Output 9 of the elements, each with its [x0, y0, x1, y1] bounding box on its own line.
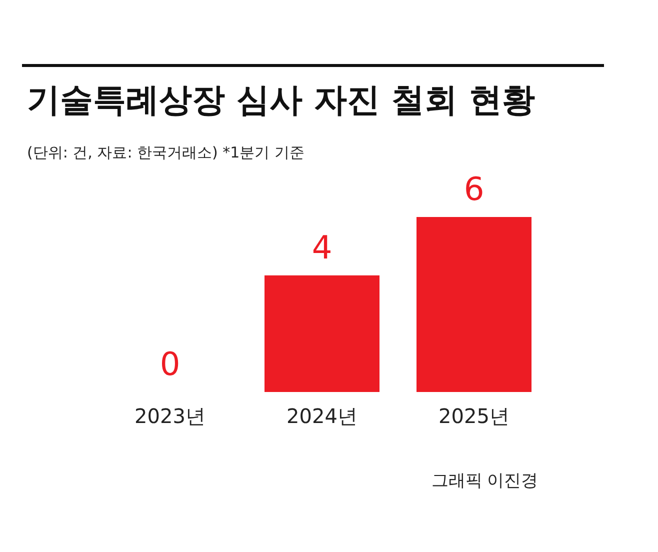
x-tick-label: 2025년 — [438, 404, 510, 428]
data-label: 4 — [312, 228, 332, 266]
chart-title: 기술특례상장 심사 자진 철회 현황 — [27, 80, 535, 119]
chart-subtitle: (단위: 건, 자료: 한국거래소) *1분기 기준 — [27, 144, 304, 162]
x-tick-label: 2023년 — [134, 404, 206, 428]
x-tick-label: 2024년 — [286, 404, 358, 428]
text: 그래픽 이진경 — [431, 471, 538, 490]
data-label: 0 — [160, 345, 180, 383]
data-label: 6 — [464, 170, 484, 208]
